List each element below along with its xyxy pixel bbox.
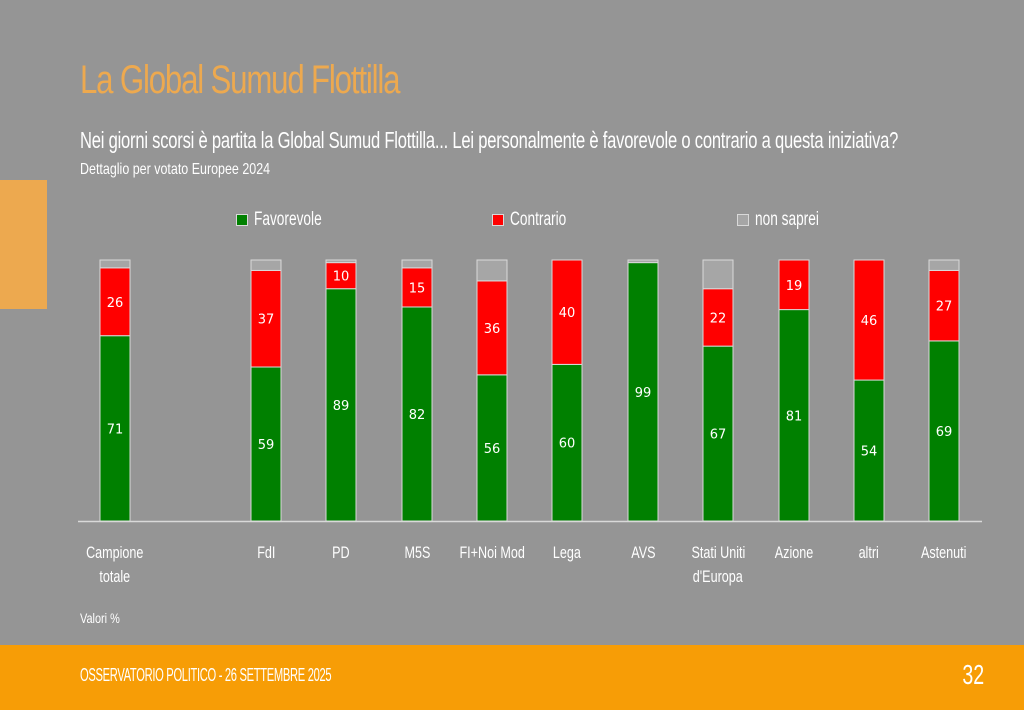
data-label: 71 xyxy=(107,422,124,437)
bar-group-m5s: 82 15 xyxy=(401,259,433,522)
bar-segment-contrario xyxy=(401,267,433,308)
data-label: 89 xyxy=(333,399,350,414)
survey-question: Nei giorni scorsi è partita la Global Su… xyxy=(80,127,899,153)
data-label: 54 xyxy=(861,445,878,460)
bar-segment-non-saprei xyxy=(702,259,734,290)
x-tick-label: PD xyxy=(332,543,350,562)
bar-segment-favorevole xyxy=(702,345,734,522)
bar-segment-non-saprei xyxy=(99,259,131,269)
bar-group-altri: 54 46 xyxy=(853,259,885,522)
bar-segment-contrario xyxy=(778,259,810,311)
legend-label: Contrario xyxy=(510,209,567,230)
data-label: 37 xyxy=(258,313,275,328)
x-tick-label: Azione xyxy=(774,543,814,562)
bar-segment-contrario xyxy=(702,288,734,347)
bar-group-lega: 60 40 xyxy=(551,259,583,522)
bar-segment-non-saprei xyxy=(476,259,508,282)
bar-segment-favorevole xyxy=(627,262,659,522)
legend-item-favorevole: Favorevole xyxy=(236,209,348,231)
bar-group-stati-uniti-d-europa: 67 22 xyxy=(702,259,734,522)
x-tick-label: altri xyxy=(858,543,880,562)
x-tick-label: M5S xyxy=(404,543,430,562)
data-label: 60 xyxy=(559,437,576,452)
data-label: 69 xyxy=(936,425,953,440)
bar-segment-contrario xyxy=(853,259,885,381)
data-label: 40 xyxy=(559,306,576,321)
legend-swatch-favorevole xyxy=(236,214,248,226)
slide-title: La Global Sumud Flottilla xyxy=(80,58,401,102)
bar-segment-non-saprei xyxy=(250,259,282,271)
data-label: 56 xyxy=(484,442,501,457)
bar-segment-contrario xyxy=(325,262,357,290)
data-label: 15 xyxy=(409,281,426,296)
bar-group-campione-totale: 71 26 xyxy=(99,259,131,522)
data-label: 26 xyxy=(107,296,124,311)
bar-segment-contrario xyxy=(551,259,583,365)
x-tick-label: AVS xyxy=(630,543,656,562)
bar-segment-favorevole xyxy=(401,306,433,522)
legend-swatch-non-saprei xyxy=(737,214,749,226)
accent-block xyxy=(0,180,47,309)
data-label: 99 xyxy=(635,386,652,401)
bar-segment-contrario xyxy=(928,269,960,342)
bar-segment-contrario xyxy=(476,280,508,376)
footer-text: OSSERVATORIO POLITICO - 26 SETTEMBRE 202… xyxy=(80,665,332,685)
bar-group-astenuti: 69 27 xyxy=(928,259,960,522)
data-label: 19 xyxy=(786,279,803,294)
x-tick-label: FI+Noi Mod xyxy=(459,543,525,562)
bar-segment-contrario xyxy=(99,267,131,337)
footer-bar: OSSERVATORIO POLITICO - 26 SETTEMBRE 202… xyxy=(0,645,1024,710)
legend-swatch-contrario xyxy=(492,214,504,226)
x-tick-label: Lega xyxy=(552,543,581,562)
data-label: 59 xyxy=(258,438,275,453)
values-note: Valori % xyxy=(80,610,120,626)
bar-segment-non-saprei xyxy=(627,259,659,264)
x-tick-label: Astenuti xyxy=(921,543,967,562)
bar-segment-non-saprei xyxy=(928,259,960,271)
legend-label: Favorevole xyxy=(254,209,322,230)
data-label: 36 xyxy=(484,322,501,337)
bar-group-pd: 89 10 xyxy=(325,259,357,522)
data-label: 27 xyxy=(936,300,953,315)
stacked-bar-chart: 71 26 59 37 89 10 82 15 56 36 60 40 99 67 22 81 19 54 46 69… xyxy=(78,259,982,523)
legend-item-non-saprei: non saprei xyxy=(737,209,844,231)
bar-segment-favorevole xyxy=(778,309,810,522)
data-label: 82 xyxy=(409,408,426,423)
x-tick-label: FdI xyxy=(256,543,276,562)
bar-segment-non-saprei xyxy=(325,259,357,264)
bar-group-azione: 81 19 xyxy=(778,259,810,522)
bar-group-avs: 99 xyxy=(627,259,659,522)
page-number: 32 xyxy=(962,659,984,690)
x-tick-label: Stati Uniti d'Europa xyxy=(691,543,745,586)
data-label: 10 xyxy=(333,270,350,285)
legend-item-contrario: Contrario xyxy=(492,209,588,231)
slide-subtitle: Dettaglio per votato Europee 2024 xyxy=(80,161,271,178)
data-label: 22 xyxy=(710,311,727,326)
bar-segment-non-saprei xyxy=(401,259,433,269)
bar-group-fdi: 59 37 xyxy=(250,259,282,522)
legend-label: non saprei xyxy=(755,209,819,230)
data-label: 67 xyxy=(710,428,727,443)
bar-segment-contrario xyxy=(250,269,282,368)
bar-segment-favorevole xyxy=(250,366,282,522)
bar-group-fi-noi-mod: 56 36 xyxy=(476,259,508,522)
data-label: 81 xyxy=(786,409,803,424)
data-label: 46 xyxy=(861,314,878,329)
x-tick-label: Campione totale xyxy=(86,543,144,586)
